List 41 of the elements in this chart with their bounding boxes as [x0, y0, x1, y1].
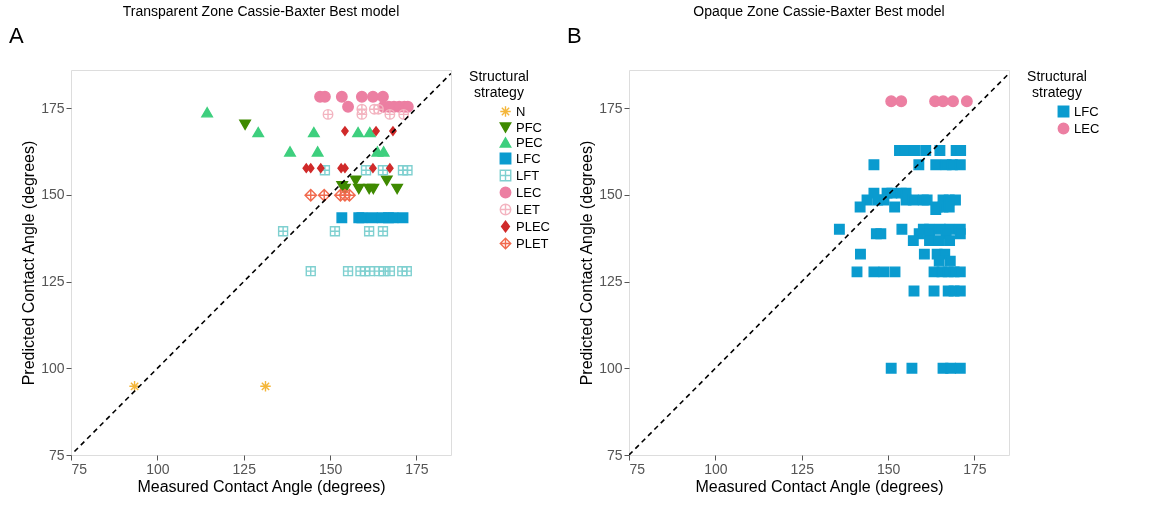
- legend-title: Structural strategy: [469, 68, 529, 100]
- text: A: [9, 23, 24, 48]
- y-tick-label: 175: [599, 99, 623, 116]
- y-tick-label: 75: [48, 446, 65, 463]
- legend-label: LFC: [1074, 103, 1099, 119]
- y-tick-label: 125: [41, 273, 65, 290]
- legend-label: PLEC: [516, 218, 550, 234]
- x-tick-label: 100: [146, 460, 170, 477]
- text: B: [567, 23, 582, 48]
- y-tick-label: 175: [41, 99, 65, 116]
- x-tick-label: 125: [232, 460, 257, 477]
- x-tick-label: 100: [704, 460, 728, 477]
- legend-label: N: [516, 103, 526, 119]
- y-tick-label: 100: [599, 359, 623, 376]
- y-tick-label: 150: [41, 186, 65, 203]
- y-tick-label: 150: [599, 186, 623, 203]
- legend-label: PEC: [516, 134, 543, 150]
- x-tick-label: 150: [318, 460, 343, 477]
- x-tick-label: 150: [876, 460, 901, 477]
- x-tick-label: 75: [71, 460, 88, 477]
- legend-label: LFT: [516, 167, 540, 183]
- y-axis-title: Predicted Contact Angle (degrees): [578, 140, 596, 386]
- x-tick-label: 125: [790, 460, 815, 477]
- legend-label: LET: [516, 201, 540, 217]
- legend-title: Structural strategy: [1027, 68, 1087, 100]
- x-axis-title: Measured Contact Angle (degrees): [695, 477, 944, 495]
- chart-title: Opaque Zone Cassie-Baxter Best model: [693, 3, 945, 19]
- legend-label: LEC: [516, 184, 542, 200]
- chart-title: Transparent Zone Cassie-Baxter Best model: [122, 3, 400, 19]
- x-tick-label: 175: [405, 460, 429, 477]
- y-axis-title: Predicted Contact Angle (degrees): [20, 140, 38, 386]
- legend-label: LEC: [1074, 120, 1100, 136]
- y-tick-label: 125: [599, 273, 623, 290]
- x-axis-title: Measured Contact Angle (degrees): [137, 477, 386, 495]
- y-tick-label: 75: [606, 446, 623, 463]
- x-tick-label: 75: [629, 460, 646, 477]
- x-tick-label: 175: [963, 460, 987, 477]
- legend-label: PFC: [516, 119, 542, 135]
- y-tick-label: 100: [41, 359, 65, 376]
- legend-label: LFC: [516, 150, 541, 166]
- legend-label: PLET: [516, 235, 549, 251]
